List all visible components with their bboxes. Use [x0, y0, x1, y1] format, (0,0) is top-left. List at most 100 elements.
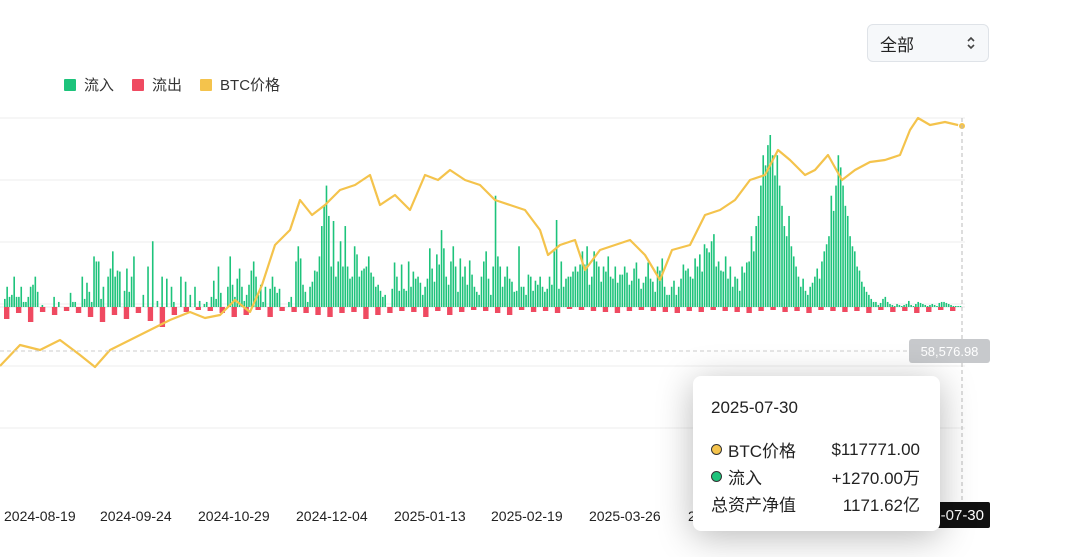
- inflow-bar-382: [900, 305, 903, 307]
- inflow-bar-107: [255, 276, 257, 307]
- inflow-bar-316: [745, 262, 748, 307]
- inflow-bar-90: [215, 298, 217, 307]
- outflow-bar-1: [15, 307, 22, 313]
- inflow-bar-180: [426, 278, 429, 307]
- outflow-bar-71: [854, 307, 860, 311]
- inflow-bar-280: [661, 258, 664, 307]
- inflow-bar-233: [551, 284, 553, 307]
- inflow-bar-371: [875, 301, 877, 307]
- inflow-bar-129: [306, 301, 309, 307]
- inflow-bar-108: [257, 294, 260, 307]
- inflow-bar-150: [356, 254, 358, 307]
- legend-item-outflow[interactable]: 流出: [132, 74, 182, 95]
- inflow-bar-370: [872, 301, 875, 307]
- outflow-bar-11: [135, 307, 142, 313]
- outflow-bar-74: [890, 307, 896, 312]
- inflow-bar-167: [396, 276, 398, 307]
- inflow-bar-402: [947, 303, 950, 307]
- inflow-bar-223: [527, 274, 530, 307]
- inflow-bar-71: [170, 286, 173, 307]
- inflow-bar-228: [539, 276, 541, 307]
- inflow-bar-117: [278, 288, 281, 307]
- inflow-bar-170: [403, 288, 405, 307]
- inflow-bar-11: [29, 286, 32, 307]
- inflow-bar-257: [607, 256, 610, 307]
- inflow-bar-307: [724, 256, 727, 307]
- inflow-bar-209: [494, 195, 497, 307]
- inflow-bar-368: [868, 294, 870, 307]
- inflow-bar-86: [205, 301, 208, 307]
- outflow-bar-14: [171, 307, 178, 315]
- outflow-bar-30: [363, 307, 369, 319]
- inflow-bar-175: [414, 278, 417, 307]
- inflow-bar-214: [506, 266, 509, 307]
- range-select[interactable]: 全部: [867, 24, 989, 62]
- outflow-bar-45: [542, 307, 549, 311]
- inflow-bar-131: [311, 281, 314, 307]
- tooltip-label-net-assets: 总资产净值: [711, 496, 796, 515]
- inflow-bar-235: [555, 219, 558, 307]
- inflow-bar-75: [180, 276, 182, 307]
- inflow-bar-356: [839, 167, 842, 307]
- inflow-bar-253: [598, 266, 600, 307]
- inflow-bar-197: [466, 284, 469, 307]
- inflow-bar-9: [25, 301, 27, 307]
- inflow-bar-346: [816, 268, 819, 307]
- inflow-bar-69: [166, 278, 168, 307]
- outflow-bar-73: [878, 307, 884, 310]
- inflow-bar-281: [663, 286, 666, 307]
- inflow-bar-286: [675, 294, 678, 307]
- inflow-bar-277: [654, 291, 657, 307]
- outflow-bar-20: [243, 307, 249, 315]
- inflow-bar-393: [926, 305, 929, 307]
- inflow-bar-212: [501, 286, 504, 307]
- inflow-bar-267: [630, 280, 633, 307]
- inflow-bar-327: [771, 155, 774, 307]
- inflow-bar-328: [774, 175, 776, 307]
- inflow-bar-245: [579, 264, 581, 307]
- inflow-bar-285: [673, 280, 675, 307]
- inflow-bar-51: [123, 290, 126, 307]
- outflow-bar-53: [638, 307, 645, 310]
- outflow-bar-31: [375, 307, 381, 315]
- outflow-bar-67: [806, 307, 812, 313]
- outflow-bar-9: [111, 307, 118, 315]
- inflow-bar-147: [349, 278, 351, 307]
- inflow-bar-168: [398, 290, 401, 307]
- inflow-bar-207: [490, 294, 492, 307]
- inflow-bar-169: [400, 264, 403, 307]
- inflow-bar-139: [330, 266, 332, 307]
- outflow-bar-36: [435, 307, 441, 311]
- inflow-bar-36: [88, 291, 91, 307]
- inflow-bar-215: [508, 278, 511, 307]
- inflow-bar-274: [647, 262, 649, 307]
- inflow-bar-384: [905, 303, 908, 307]
- inflow-bar-273: [645, 276, 647, 307]
- inflow-bar-279: [659, 270, 661, 307]
- outflow-bar-10: [123, 307, 130, 319]
- inflow-bar-157: [372, 276, 375, 307]
- inflow-bar-162: [384, 294, 386, 307]
- inflow-bar-395: [931, 303, 934, 307]
- inflow-bar-6: [18, 296, 20, 307]
- inflow-bar-14: [36, 291, 39, 307]
- inflow-bar-405: [954, 305, 957, 307]
- inflow-bar-406: [957, 305, 959, 307]
- inflow-bar-38: [93, 256, 95, 307]
- tooltip-label-inflow: 流入: [728, 469, 762, 488]
- legend-item-btc-price[interactable]: BTC价格: [200, 74, 280, 95]
- outflow-bar-68: [818, 307, 824, 310]
- tooltip-label-btc-price: BTC价格: [728, 442, 796, 461]
- inflow-bar-341: [804, 290, 807, 307]
- legend-item-inflow[interactable]: 流入: [64, 74, 114, 95]
- inflow-bar-362: [853, 251, 856, 307]
- outflow-bar-26: [315, 307, 321, 315]
- outflow-bar-41: [494, 307, 501, 313]
- inflow-bar-40: [97, 261, 100, 307]
- outflow-bar-40: [483, 307, 489, 311]
- inflow-bar-311: [734, 276, 736, 307]
- inflow-bar-404: [952, 305, 955, 307]
- inflow-bar-35: [86, 282, 88, 307]
- x-tick-label-4: 2025-01-13: [394, 508, 466, 524]
- inflow-bar-389: [917, 301, 919, 307]
